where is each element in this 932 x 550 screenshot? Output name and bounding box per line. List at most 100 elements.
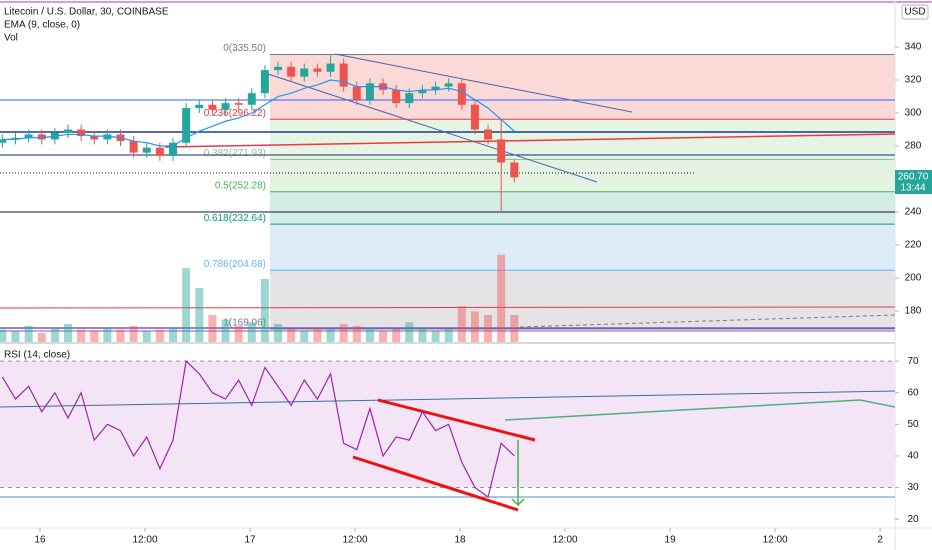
- volume-bar: [260, 279, 269, 342]
- y-tick-label: 220: [905, 240, 922, 251]
- volume-bar: [24, 325, 33, 342]
- candle-body: [63, 129, 72, 133]
- candle-body: [103, 134, 112, 140]
- candle-body: [90, 136, 99, 140]
- volume-bar: [77, 329, 86, 342]
- ema-legend: EMA (9, close, 0): [4, 20, 80, 31]
- candle-body: [287, 66, 296, 77]
- y-tick-label: 280: [905, 141, 922, 152]
- candle-body: [77, 129, 86, 137]
- rsi-y-tick-label: 70: [907, 356, 919, 367]
- symbol-title: Litecoin / U.S. Dollar, 30, COINBASE: [4, 7, 169, 18]
- candle-body: [11, 137, 20, 140]
- volume-bar: [274, 324, 283, 342]
- countdown: 13:44: [900, 183, 925, 194]
- y-tick-label: 320: [905, 75, 922, 86]
- fib-label: 0.382(271.93): [204, 148, 266, 159]
- volume-bar: [431, 331, 440, 342]
- volume-bar: [234, 325, 243, 342]
- rsi-trend-line: [504, 399, 896, 421]
- candle-body: [418, 89, 427, 94]
- currency-box[interactable]: [901, 4, 929, 20]
- candle-body: [260, 70, 269, 94]
- candle-body: [221, 103, 230, 110]
- volume-bar: [195, 288, 204, 342]
- volume-bar: [379, 331, 388, 342]
- candle-body: [326, 63, 335, 72]
- candle-body: [392, 89, 401, 104]
- arrow: [511, 440, 525, 507]
- x-tick-label: 12:00: [553, 535, 578, 546]
- rsi-channel: [377, 398, 536, 442]
- rsi-legend: RSI (14, close): [4, 350, 70, 361]
- candle-body: [300, 68, 309, 77]
- x-tick-label: 12:00: [343, 535, 368, 546]
- candle-body: [405, 93, 414, 104]
- rsi-y-tick-label: 20: [907, 514, 919, 525]
- fib-zones: 0(335.50) 0.236(296.22) 0.382(271.93) 0.5(2…: [204, 43, 895, 330]
- candle-body: [24, 134, 33, 138]
- candle-body: [510, 162, 519, 178]
- candle-body: [234, 103, 243, 105]
- drawings: [0, 53, 896, 512]
- volume-bar: [221, 319, 230, 342]
- rsi-trend-line: [0, 390, 896, 408]
- fib-label: 0.618(232.64): [204, 213, 266, 224]
- volume-bar: [339, 324, 348, 342]
- candle-body: [0, 139, 7, 143]
- volume-bar: [287, 329, 296, 342]
- volume-bar: [129, 325, 138, 342]
- volume-bar: [116, 329, 125, 342]
- volume-bar: [365, 327, 374, 342]
- y-tick-label: 180: [905, 306, 922, 317]
- volume-bar: [470, 311, 479, 342]
- candle-body: [339, 63, 348, 87]
- rsi-channel: [352, 455, 519, 512]
- fib-label: 0.786(204.68): [204, 259, 266, 270]
- volume-bar: [444, 329, 453, 342]
- volume-bar: [63, 324, 72, 342]
- x-tick-label: 12:00: [763, 535, 788, 546]
- volume-bar: [37, 333, 46, 342]
- fib-zone: [270, 224, 895, 271]
- vol-legend: Vol: [4, 33, 18, 44]
- ema-line: [2, 79, 515, 147]
- x-tick-label: 16: [34, 535, 46, 546]
- candle-body: [182, 108, 191, 143]
- candle-body: [365, 83, 374, 100]
- volume-bar: [405, 322, 414, 342]
- y-tick-label: 200: [905, 273, 922, 284]
- rsi-line: [1, 359, 515, 499]
- volume-bar: [11, 331, 20, 342]
- candle-body: [484, 129, 493, 140]
- volume-bar: [50, 327, 59, 342]
- trend-line: [334, 53, 633, 113]
- volume-bar: [510, 315, 519, 342]
- candle-body: [247, 93, 256, 105]
- candle-body: [195, 104, 204, 109]
- volume-bar: [484, 315, 493, 342]
- volume-bar: [0, 329, 7, 342]
- x-tick-label: 17: [244, 535, 256, 546]
- candle-body: [37, 134, 46, 140]
- rsi-y-tick-label: 50: [907, 419, 919, 430]
- h-line: [0, 306, 896, 309]
- x-tick-label: 18: [454, 535, 466, 546]
- candle-body: [142, 147, 151, 153]
- price-badge: [895, 170, 932, 194]
- x-tick-label: 12:00: [132, 535, 157, 546]
- candle-body: [208, 104, 217, 110]
- candle-body: [155, 147, 164, 156]
- candle-body: [274, 66, 283, 71]
- candle-body: [444, 83, 453, 87]
- last-price: 260.70: [898, 172, 929, 183]
- y-tick-label: 300: [905, 108, 922, 119]
- volume-bar: [247, 322, 256, 342]
- volume-bar: [90, 331, 99, 342]
- x-tick-label: 19: [665, 535, 677, 546]
- candle-body: [169, 142, 178, 156]
- y-tick-label: 340: [905, 42, 922, 53]
- currency[interactable]: USD: [904, 7, 925, 18]
